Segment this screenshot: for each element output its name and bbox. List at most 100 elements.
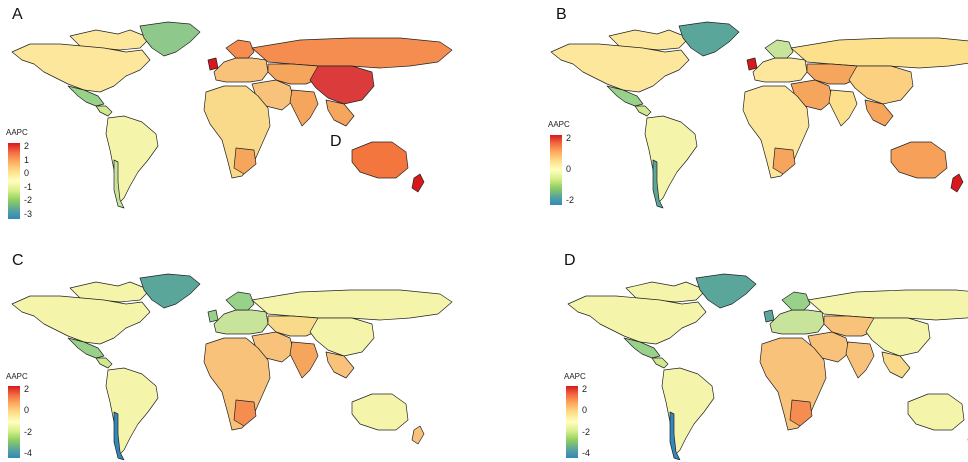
region-chile (113, 411, 125, 460)
legend-tick-label: -4 (24, 448, 33, 458)
region-mexico (623, 337, 661, 359)
panel-letter: B (556, 6, 567, 23)
region-greenland (139, 273, 201, 309)
world-map (11, 21, 453, 209)
world-map (11, 273, 453, 460)
region-south-america (105, 115, 159, 205)
region-north-america (567, 295, 707, 345)
region-southern-africa (233, 399, 257, 427)
region-southeast-asia (325, 99, 355, 127)
region-australia (351, 393, 409, 431)
legend-colorbar (566, 386, 578, 458)
region-central-asia (267, 315, 321, 337)
region-uk (207, 57, 219, 71)
region-central-america (95, 105, 113, 117)
region-russia (251, 289, 453, 321)
region-central-america (651, 357, 669, 369)
legend-tick-label: -3 (24, 209, 33, 219)
region-uk (763, 309, 775, 323)
region-greenland (695, 273, 757, 309)
region-russia (251, 37, 453, 69)
legend: AAPC 2 1 0 -1 -2 -3 (4, 128, 64, 220)
region-southeast-asia (325, 351, 355, 379)
region-india (289, 89, 319, 127)
panel-letter: D (564, 252, 576, 269)
region-south-america (105, 367, 159, 457)
legend-tick-label: -2 (582, 426, 591, 437)
region-scandinavia (764, 39, 794, 59)
region-central-asia (267, 63, 321, 85)
panel-b: B AAPC 2 0 -2 (484, 0, 968, 230)
region-europe (769, 309, 825, 335)
legend-tick-label: 0 (566, 164, 572, 174)
legend-colorbar (8, 386, 20, 458)
region-new-zealand (950, 173, 964, 193)
region-russia (790, 37, 968, 69)
region-russia (807, 289, 968, 321)
panel-a: A AAPC 2 1 0 -1 -2 -3 D (0, 0, 484, 230)
panel-c: C AAPC 2 0 -2 -4 (0, 230, 484, 460)
legend-title: AAPC (564, 372, 586, 381)
region-scandinavia (781, 291, 811, 311)
region-china (848, 65, 914, 105)
legend-tick-label: 0 (24, 168, 30, 179)
legend-title: AAPC (6, 372, 28, 381)
region-southern-africa (772, 147, 796, 175)
region-new-zealand (411, 425, 425, 445)
region-scandinavia (225, 291, 255, 311)
region-southern-africa (789, 399, 813, 427)
region-greenland (139, 21, 201, 57)
region-scandinavia (225, 39, 255, 59)
legend: AAPC 2 0 -2 -4 (562, 372, 622, 462)
region-central-asia (806, 63, 860, 85)
panel-d: D AAPC 2 0 -2 -4 (484, 230, 968, 460)
legend-tick-label: -2 (24, 426, 33, 437)
region-china (309, 317, 375, 357)
region-australia (907, 393, 965, 431)
legend: AAPC 2 0 -2 -4 (4, 372, 64, 462)
stray-panel-label: D (330, 133, 342, 150)
region-north-america (11, 43, 151, 93)
region-north-america (11, 295, 151, 345)
legend-tick-label: -2 (24, 195, 33, 206)
legend-tick-label: 1 (24, 154, 30, 165)
legend-tick-label: -1 (24, 181, 33, 192)
region-greenland (678, 21, 740, 57)
region-mexico (67, 337, 105, 359)
world-map (567, 273, 968, 460)
region-new-zealand (411, 173, 425, 193)
legend-tick-label: 0 (582, 405, 588, 416)
region-chile (113, 159, 125, 209)
region-mexico (67, 85, 105, 107)
region-central-america (95, 357, 113, 369)
region-australia (890, 141, 948, 179)
region-south-america (644, 115, 698, 205)
region-southeast-asia (864, 99, 894, 127)
region-australia (351, 141, 409, 179)
legend-title: AAPC (6, 128, 28, 137)
region-europe (752, 57, 808, 83)
legend-tick-label: -4 (582, 448, 591, 458)
region-north-america (550, 43, 690, 93)
panel-letter: C (12, 252, 24, 269)
legend: AAPC 2 0 -2 (546, 120, 606, 212)
legend-tick-label: -2 (566, 195, 575, 205)
legend-tick-label: 2 (582, 384, 588, 394)
region-central-america (634, 105, 652, 117)
region-uk (207, 309, 219, 323)
legend-tick-label: 2 (566, 133, 572, 143)
region-europe (213, 309, 269, 335)
region-uk (746, 57, 758, 71)
region-mexico (606, 85, 644, 107)
region-southeast-asia (881, 351, 911, 379)
region-china (309, 65, 375, 105)
legend-tick-label: 2 (24, 141, 30, 151)
region-europe (213, 57, 269, 83)
region-central-asia (823, 315, 877, 337)
legend-tick-label: 0 (24, 405, 30, 416)
region-chile (669, 411, 681, 460)
panel-letter: A (12, 6, 23, 23)
region-chile (652, 159, 664, 209)
region-india (828, 89, 858, 127)
region-india (289, 341, 319, 379)
